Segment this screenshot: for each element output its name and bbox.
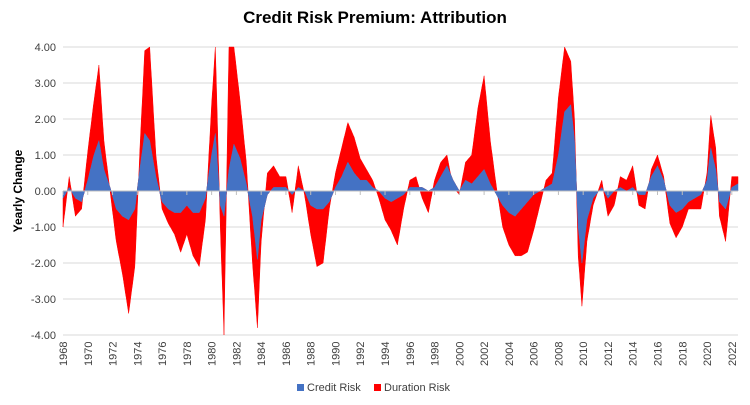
x-tick-label: 2008 xyxy=(553,342,565,366)
x-tick-label: 1978 xyxy=(182,342,194,366)
y-tick-label: -1.00 xyxy=(31,222,56,234)
x-tick-label: 2000 xyxy=(454,342,466,366)
x-tick-label: 2020 xyxy=(702,342,714,366)
x-tick-label: 2004 xyxy=(504,342,516,366)
x-tick-label: 1972 xyxy=(108,342,120,366)
y-tick-label: 0.00 xyxy=(35,186,56,198)
chart-title: Credit Risk Premium: Attribution xyxy=(243,8,507,27)
legend-swatch-0 xyxy=(297,384,304,391)
x-tick-label: 2022 xyxy=(727,342,739,366)
y-tick-label: -4.00 xyxy=(31,330,56,342)
x-tick-label: 2012 xyxy=(603,342,615,366)
y-tick-label: 3.00 xyxy=(35,78,56,90)
axis-layer: 4.00 3.00 2.00 1.00 0.00 -1.00 -2.00 -3.00 -4.00… xyxy=(31,42,739,366)
x-tick-label: 1998 xyxy=(430,342,442,366)
legend-swatch-1 xyxy=(374,384,381,391)
x-tick-label: 1970 xyxy=(83,342,95,366)
x-tick-label: 1990 xyxy=(330,342,342,366)
x-tick-label: 1976 xyxy=(157,342,169,366)
y-tick-label: -2.00 xyxy=(31,258,56,270)
x-tick-label: 1980 xyxy=(207,342,219,366)
x-tick-label: 1986 xyxy=(281,342,293,366)
y-tick-label: 4.00 xyxy=(35,42,56,54)
y-tick-label: 2.00 xyxy=(35,114,56,126)
x-tick-label: 2010 xyxy=(578,342,590,366)
x-tick-label: 1994 xyxy=(380,342,392,366)
x-tick-label: 1968 xyxy=(58,342,70,366)
x-tick-label: 1982 xyxy=(231,342,243,366)
series-credit-risk xyxy=(62,103,739,264)
x-tick-label: 1996 xyxy=(405,342,417,366)
x-tick-label: 2016 xyxy=(652,342,664,366)
x-tick-label: 1974 xyxy=(132,342,144,366)
legend-label-1: Duration Risk xyxy=(384,382,451,394)
y-axis-title: Yearly Change xyxy=(11,149,25,232)
x-tick-label: 2014 xyxy=(628,342,640,366)
x-tick-label: 1984 xyxy=(256,342,268,366)
x-tick-label: 1988 xyxy=(306,342,318,366)
legend-label-0: Credit Risk xyxy=(307,382,361,394)
y-tick-label: 1.00 xyxy=(35,150,56,162)
legend: Credit Risk Duration Risk xyxy=(297,382,451,394)
x-tick-label: 2006 xyxy=(529,342,541,366)
x-tick-label: 1992 xyxy=(355,342,367,366)
x-tick-label: 2002 xyxy=(479,342,491,366)
y-tick-label: -3.00 xyxy=(31,294,56,306)
x-tick-label: 2018 xyxy=(677,342,689,366)
